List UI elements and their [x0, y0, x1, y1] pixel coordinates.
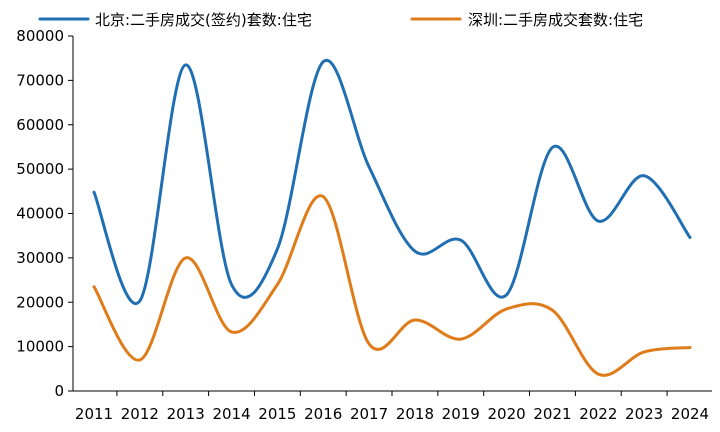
series-layer [92, 58, 692, 377]
x-tick-label: 2013 [167, 405, 205, 423]
x-tick-label: 2015 [258, 405, 296, 423]
y-tick-label: 20000 [16, 293, 64, 311]
x-tick-label: 2012 [121, 405, 159, 423]
y-tick-label: 50000 [16, 160, 64, 178]
x-tick-label: 2021 [533, 405, 571, 423]
legend-label-1: 深圳:二手房成交套数:住宅 [468, 11, 643, 29]
x-tick-label: 2018 [396, 405, 434, 423]
y-tick-label: 40000 [16, 205, 64, 223]
x-tick-label: 2022 [579, 405, 617, 423]
y-tick-label: 60000 [16, 116, 64, 134]
x-tick-label: 2023 [625, 405, 663, 423]
series-line-1 [92, 194, 692, 377]
y-tick-label: 80000 [16, 27, 64, 45]
legend-label-0: 北京:二手房成交(签约)套数:住宅 [95, 11, 312, 29]
x-tick-label: 2014 [212, 405, 250, 423]
x-tick-label: 2016 [304, 405, 342, 423]
y-tick-label: 10000 [16, 338, 64, 356]
y-tick-label: 30000 [16, 249, 64, 267]
x-tick-label: 2020 [488, 405, 526, 423]
series-line-0 [92, 58, 692, 306]
legend: 北京:二手房成交(签约)套数:住宅 深圳:二手房成交套数:住宅 [38, 11, 643, 29]
axes: 0 10000 20000 30000 40000 50000 60000 70000 8000… [16, 27, 712, 423]
y-tick-label: 70000 [16, 71, 64, 89]
x-tick-label: 2019 [442, 405, 480, 423]
y-tick-label: 0 [54, 382, 64, 400]
x-tick-label: 2024 [671, 405, 709, 423]
x-tick-label: 2017 [350, 405, 388, 423]
x-tick-label: 2011 [75, 405, 113, 423]
